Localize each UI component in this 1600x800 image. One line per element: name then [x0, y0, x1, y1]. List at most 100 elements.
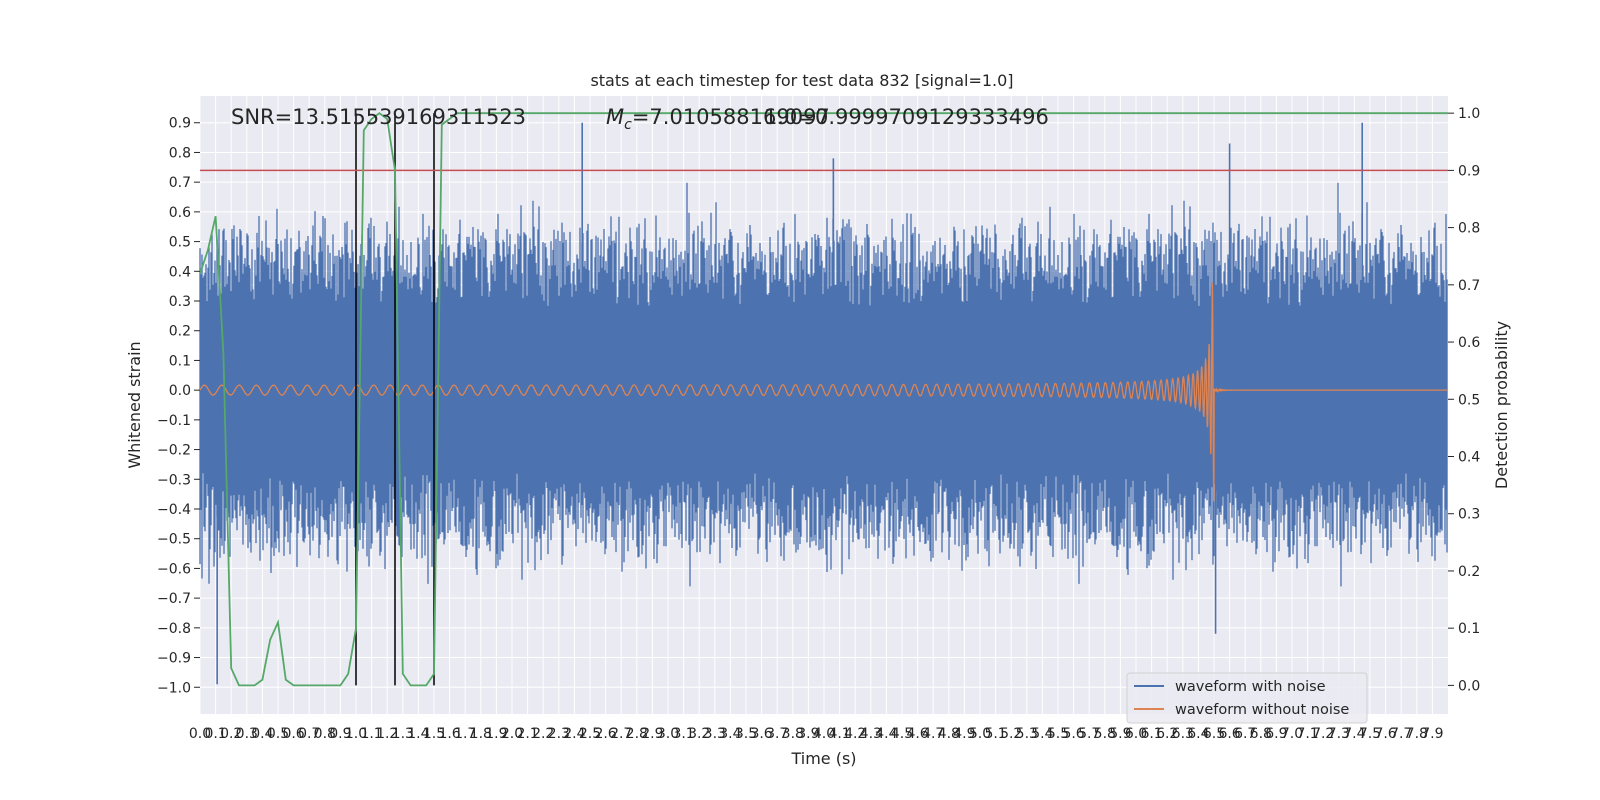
x-tick-label: 4.6 — [906, 726, 928, 742]
legend-box — [1126, 672, 1368, 724]
x-tick-label: 7.6 — [1374, 726, 1396, 742]
y-right-tick-label: 0.0 — [1458, 678, 1480, 694]
y-tick-label: −0.1 — [157, 413, 191, 429]
y-right-tick-label: 0.2 — [1458, 564, 1480, 580]
x-tick-label: 1.1 — [360, 726, 382, 742]
x-tick-label: 2.0 — [501, 726, 523, 742]
x-tick-label: 6.0 — [1125, 726, 1147, 742]
x-tick-label: 3.0 — [657, 726, 679, 742]
probability-trace — [199, 112, 1448, 687]
x-tick-label: 5.6 — [1062, 726, 1084, 742]
y-tick-label: 0.2 — [169, 324, 191, 340]
x-tick-label: 0.5 — [267, 726, 289, 742]
y-axis-label-right: Detection probability — [1492, 321, 1511, 489]
x-tick-label: 7.5 — [1359, 726, 1381, 742]
x-tick-label: 7.4 — [1343, 726, 1365, 742]
x-tick-label: 2.8 — [626, 726, 648, 742]
x-tick-label: 1.9 — [485, 726, 507, 742]
x-tick-label: 2.3 — [548, 726, 570, 742]
x-tick-label: 5.7 — [1078, 726, 1100, 742]
y-tick-label: −0.9 — [157, 651, 191, 667]
y-tick-label: −0.8 — [157, 621, 191, 637]
x-tick-label: 5.0 — [969, 726, 991, 742]
y-tick-label: 0.5 — [169, 235, 191, 251]
x-tick-label: 1.5 — [423, 726, 445, 742]
x-tick-label: 3.9 — [797, 726, 819, 742]
y-tick-label: 0.7 — [169, 175, 191, 191]
y-tick-label: −0.4 — [157, 502, 191, 518]
x-tick-label: 1.6 — [438, 726, 460, 742]
y-right-tick-label: 0.8 — [1458, 221, 1480, 237]
x-tick-label: 1.4 — [407, 726, 429, 742]
x-tick-label: 3.8 — [782, 726, 804, 742]
x-tick-label: 4.8 — [938, 726, 960, 742]
x-tick-label: 3.5 — [735, 726, 757, 742]
x-tick-label: 0.0 — [189, 726, 211, 742]
x-tick-label: 4.3 — [860, 726, 882, 742]
x-tick-label: 6.8 — [1250, 726, 1272, 742]
mc-annotation: Mc=7.010588169097 — [606, 105, 830, 133]
x-tick-label: 4.2 — [844, 726, 866, 742]
x-tick-label: 3.3 — [704, 726, 726, 742]
x-tick-label: 2.7 — [610, 726, 632, 742]
y-tick-label: 0.1 — [169, 353, 191, 369]
snr-annotation: SNR=13.515539169311523 — [231, 105, 526, 129]
x-ticks: 0.00.10.20.30.40.50.60.70.80.91.01.11.2 1… — [189, 726, 1444, 742]
y-tick-label: 0.0 — [169, 383, 191, 399]
x-tick-label: 0.1 — [204, 726, 226, 742]
x-tick-label: 6.1 — [1140, 726, 1162, 742]
y-tick-label: −1.0 — [157, 680, 191, 696]
y-tick-label: 0.8 — [169, 145, 191, 161]
y-tick-label: 0.9 — [169, 116, 191, 132]
x-tick-label: 0.6 — [282, 726, 304, 742]
y-right-tick-label: 0.9 — [1458, 163, 1480, 179]
x-tick-label: 1.2 — [376, 726, 398, 742]
x-tick-label: 1.0 — [345, 726, 367, 742]
x-tick-label: 3.2 — [688, 726, 710, 742]
x-tick-label: 5.8 — [1094, 726, 1116, 742]
x-tick-label: 0.4 — [251, 726, 273, 742]
y-tick-label: −0.6 — [157, 561, 191, 577]
x-tick-label: 3.1 — [672, 726, 694, 742]
y-tick-label: −0.7 — [157, 591, 191, 607]
x-tick-label: 4.0 — [813, 726, 835, 742]
x-tick-label: 2.2 — [532, 726, 554, 742]
x-tick-label: 7.0 — [1281, 726, 1303, 742]
x-tick-label: 7.2 — [1312, 726, 1334, 742]
x-tick-label: 6.6 — [1218, 726, 1240, 742]
x-tick-label: 3.6 — [750, 726, 772, 742]
mc-symbol: M — [606, 105, 624, 129]
left-y-ticks: −1.0 −0.9 −0.8 −0.7 −0.6 −0.5 −0.4 −0.3 −0.2 −0.1… — [157, 116, 200, 696]
y-axis-label: Whitened strain — [125, 341, 144, 468]
y-tick-label: 0.6 — [169, 205, 191, 221]
x-tick-label: 0.8 — [314, 726, 336, 742]
x-tick-label: 2.9 — [641, 726, 663, 742]
x-tick-label: 7.9 — [1421, 726, 1443, 742]
legend: waveform with noise waveform without noi… — [1126, 672, 1368, 724]
x-tick-label: 0.2 — [220, 726, 242, 742]
x-tick-label: 7.7 — [1390, 726, 1412, 742]
probability-annotation: 1.0=0.9999709129333496 — [764, 105, 1049, 129]
x-tick-label: 1.8 — [470, 726, 492, 742]
x-tick-label: 5.9 — [1109, 726, 1131, 742]
x-tick-label: 4.5 — [891, 726, 913, 742]
x-axis-label: Time (s) — [790, 749, 856, 768]
y-right-tick-label: 0.6 — [1458, 335, 1480, 351]
x-tick-label: 5.4 — [1031, 726, 1053, 742]
x-tick-label: 6.7 — [1234, 726, 1256, 742]
x-tick-label: 0.7 — [298, 726, 320, 742]
x-tick-label: 5.1 — [984, 726, 1006, 742]
x-tick-label: 7.1 — [1296, 726, 1318, 742]
x-tick-label: 6.5 — [1203, 726, 1225, 742]
x-tick-label: 5.5 — [1047, 726, 1069, 742]
x-tick-label: 0.9 — [329, 726, 351, 742]
series-detection-probability — [199, 112, 1448, 687]
y-tick-label: −0.3 — [157, 472, 191, 488]
x-tick-label: 2.6 — [594, 726, 616, 742]
x-tick-label: 4.4 — [875, 726, 897, 742]
chart-title: stats at each timestep for test data 832… — [590, 71, 1013, 90]
x-tick-label: 6.4 — [1187, 726, 1209, 742]
x-tick-label: 0.3 — [236, 726, 258, 742]
x-tick-label: 3.4 — [719, 726, 741, 742]
